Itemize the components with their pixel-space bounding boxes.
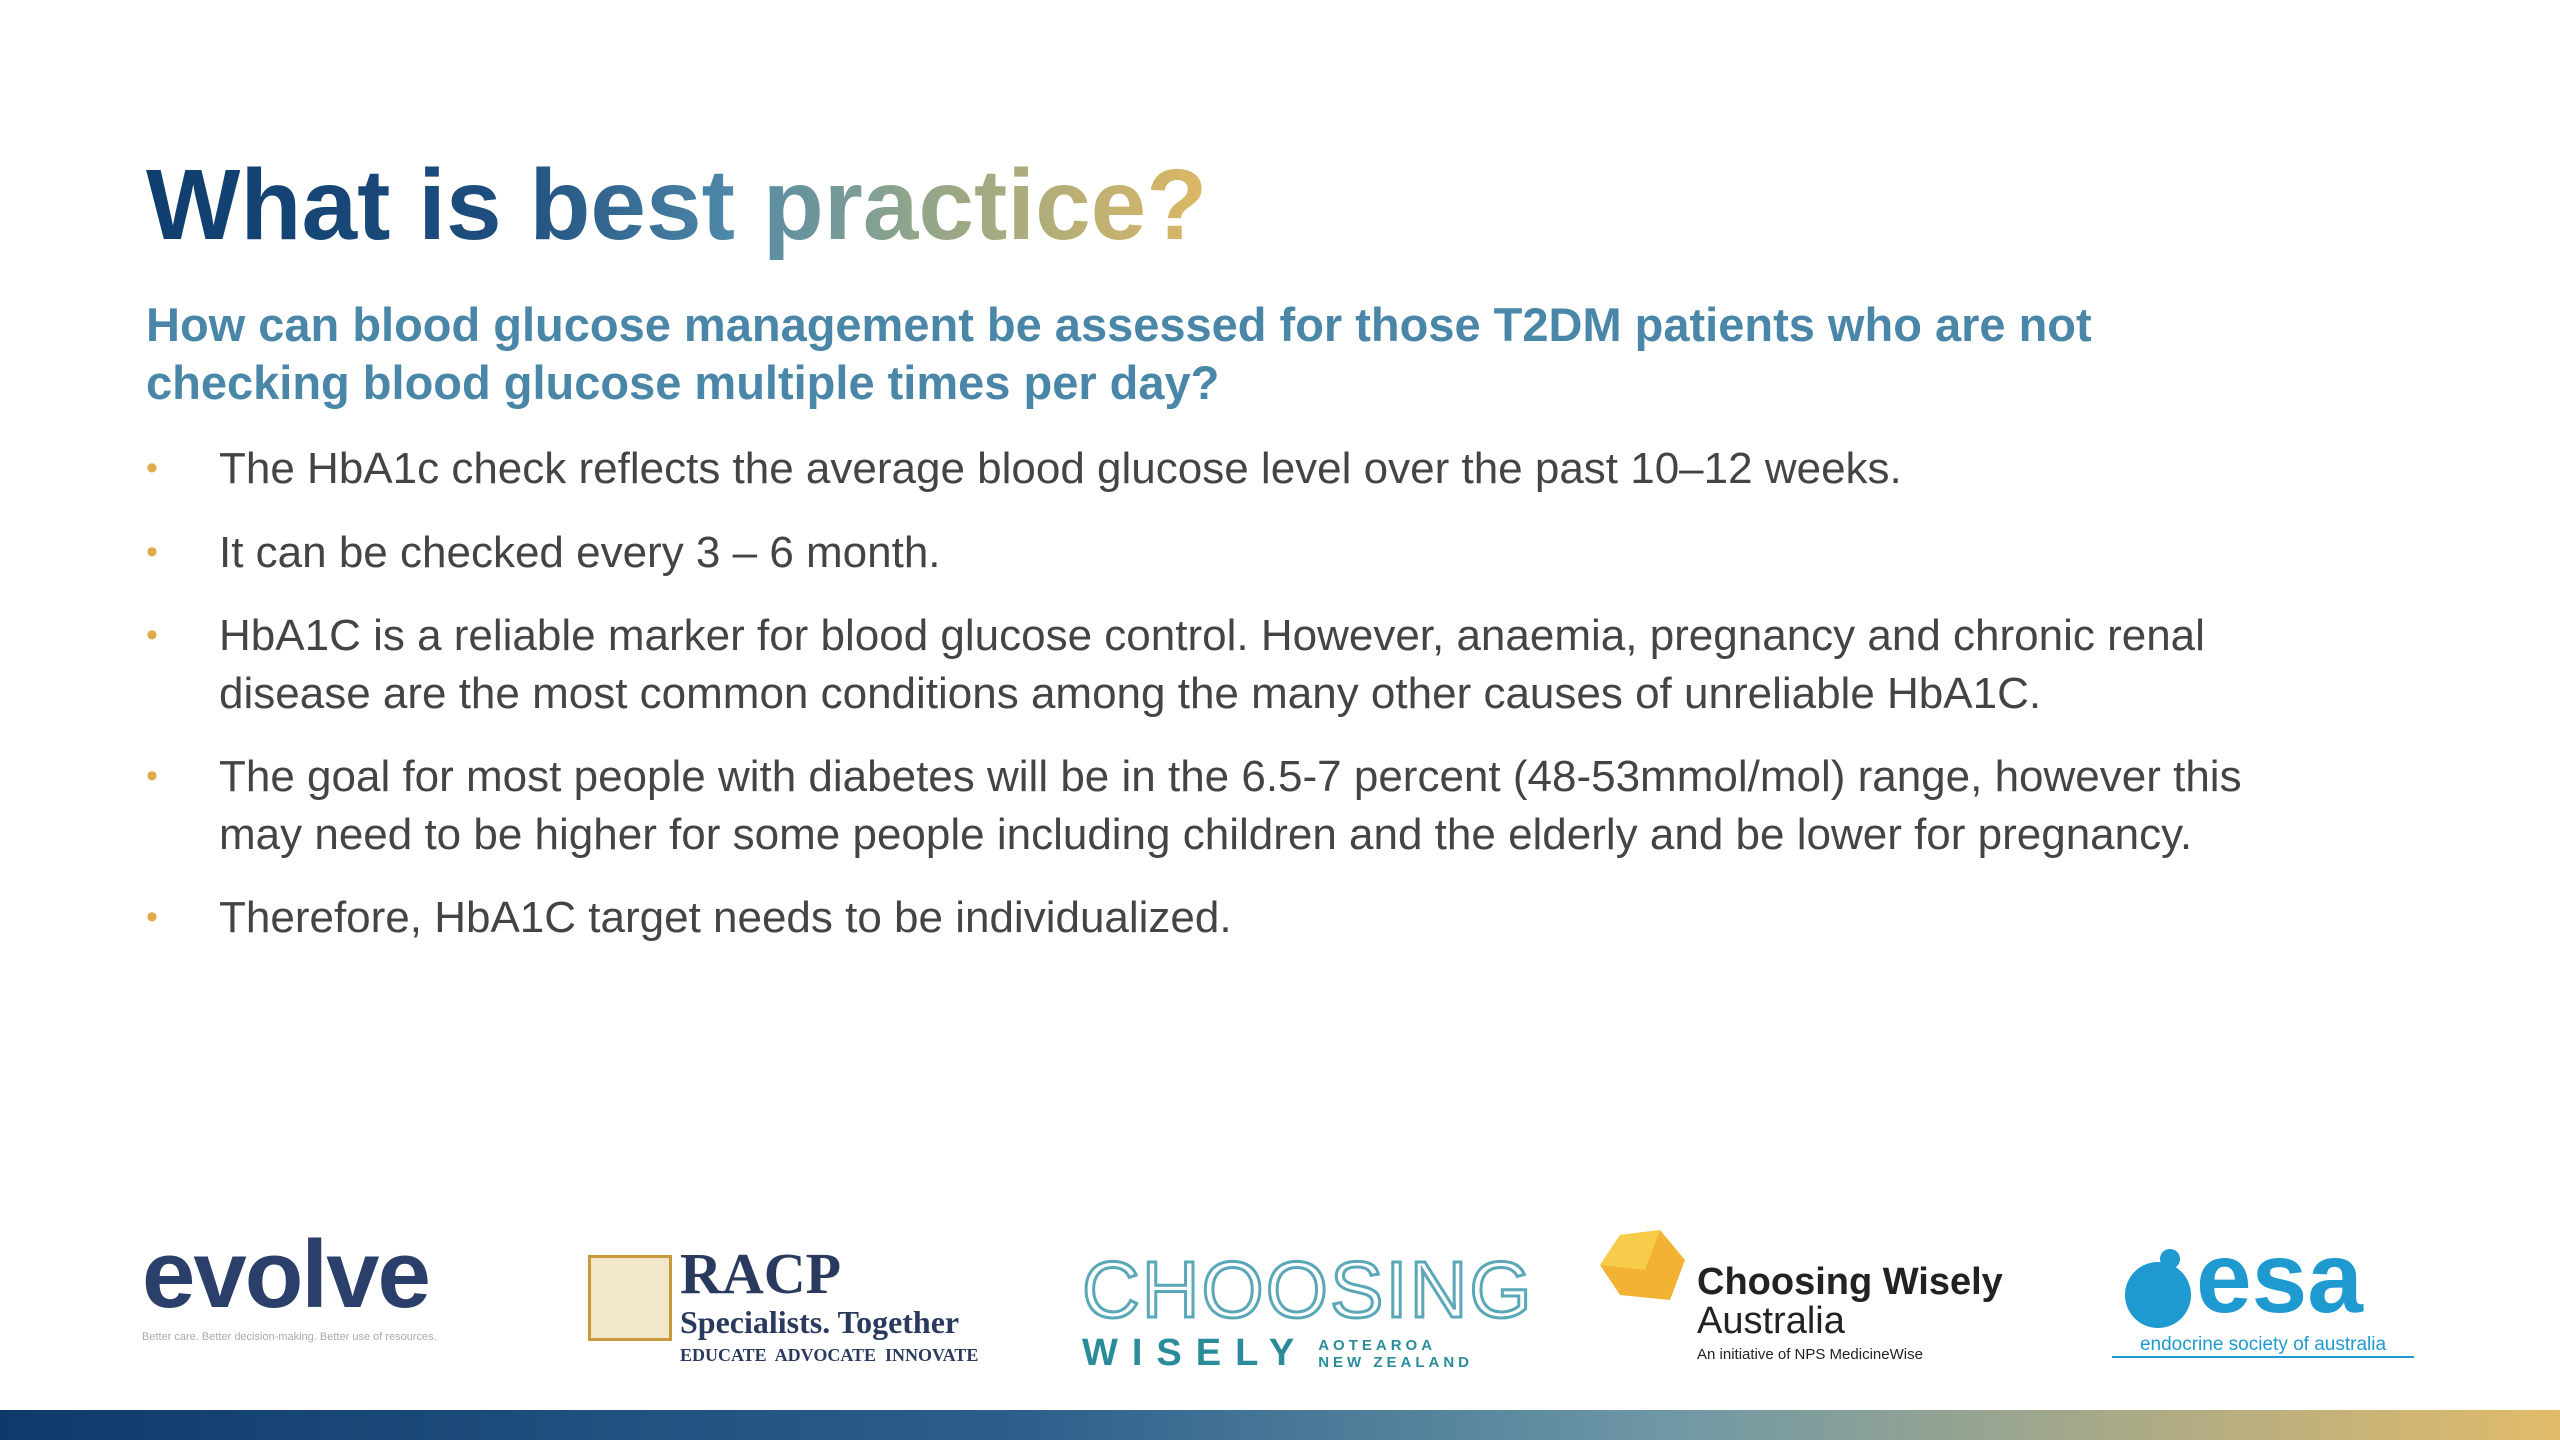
bullet-list: • The HbA1c check reflects the average bl… [146,440,2266,973]
bullet-text: It can be checked every 3 – 6 month. [219,527,941,577]
bullet: • It can be checked every 3 – 6 month. [146,524,2266,582]
esa-icon [2125,1249,2191,1328]
logo-tagline: Better care. Better decision-making. Bet… [142,1331,437,1343]
bullet-dot: • [146,898,158,936]
title: What is best practice? [146,140,1207,270]
bullet-dot: • [146,616,158,654]
bullet-text: HbA1C is a reliable marker for blood glu… [219,611,2205,718]
logo-text: RACP [680,1241,842,1306]
racp-crest [588,1255,672,1341]
logo-text: endocrine society of australia [2112,1334,2414,1358]
logo-text: EDUCATE ADVOCATE INNOVATE [680,1345,979,1365]
logo-text: WISELY [1082,1332,1309,1374]
bullet-text: Therefore, HbA1C target needs to be indi… [219,893,1232,942]
bullet: • Therefore, HbA1C target needs to be ind… [146,889,2266,947]
evolve-logo: evolve Better care. Better decision-maki… [142,1221,437,1344]
esa-logo: esa [2196,1228,2363,1328]
cwnz-logo: CHOOSING WISELY AOTEAROA NEW ZEALAND [1081,1245,1534,1375]
cwa-logo: Choosing Wisely Australia An initiative … [1697,1262,2003,1370]
logo-text: esa [2196,1222,2363,1334]
logo-text: Australia [1697,1300,1845,1342]
logo-text: An initiative of NPS MedicineWise [1697,1346,1923,1363]
bullet-dot: • [146,757,158,795]
bullet-text: The goal for most people with diabetes w… [219,752,2242,859]
bullet-dot: • [146,532,158,571]
footer-bar [0,1410,2560,1440]
logo-text: NEW ZEALAND [1318,1353,1474,1371]
logo-text: evolve [142,1221,431,1328]
bullet: • The goal for most people with diabetes … [146,748,2266,863]
bullet: • HbA1C is a reliable marker for blood gl… [146,607,2266,722]
subtitle: How can blood glucose management be asse… [146,298,2092,409]
logo-text: CHOOSING [1081,1245,1534,1334]
cwa-icon [1600,1230,1685,1300]
logo-text: Choosing Wisely [1697,1261,2003,1303]
logo-text: Specialists. Together [680,1304,960,1340]
racp-logo: RACP Specialists. Together EDUCATE ADVOC… [680,1245,978,1369]
bullet: • The HbA1c check reflects the average bl… [146,440,2266,498]
bullet-text: The HbA1c check reflects the average blo… [219,444,1902,493]
bullet-dot: • [146,449,158,487]
logo-text: AOTEAROA [1318,1336,1437,1354]
